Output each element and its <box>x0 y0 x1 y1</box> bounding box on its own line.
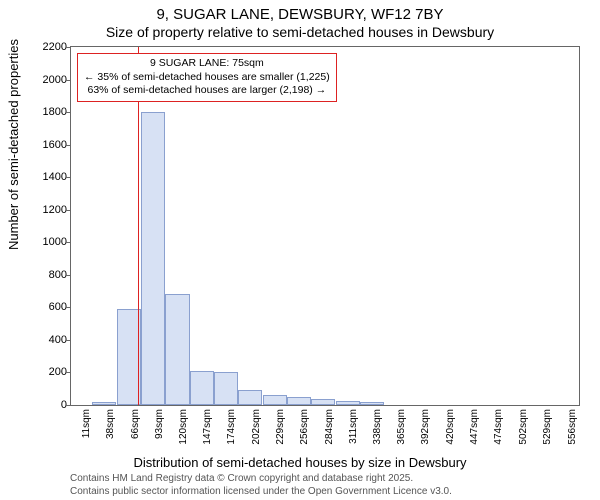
histogram-bar <box>238 390 262 405</box>
histogram-bar <box>311 399 335 406</box>
x-tick-label: 311sqm <box>348 409 359 444</box>
histogram-bar <box>214 372 238 405</box>
y-tick-mark <box>66 242 71 243</box>
y-tick-label: 2000 <box>43 74 67 86</box>
x-tick-label: 474sqm <box>493 409 504 445</box>
histogram-bar <box>165 294 189 405</box>
attribution-line-2: Contains public sector information licen… <box>70 486 452 499</box>
histogram-bar <box>360 402 384 405</box>
histogram-bar <box>263 395 287 405</box>
y-tick-mark <box>66 145 71 146</box>
annotation-line-1: 9 SUGAR LANE: 75sqm <box>84 57 330 71</box>
x-tick-label: 11sqm <box>81 409 92 438</box>
y-tick-mark <box>66 80 71 81</box>
y-tick-mark <box>66 405 71 406</box>
x-tick-label: 66sqm <box>130 409 141 439</box>
y-tick-label: 200 <box>49 366 67 378</box>
y-axis-label: Number of semi-detached properties <box>6 39 21 250</box>
x-tick-label: 147sqm <box>202 409 213 445</box>
x-tick-label: 392sqm <box>420 409 431 445</box>
x-tick-label: 174sqm <box>226 409 237 445</box>
annotation-box: 9 SUGAR LANE: 75sqm ← 35% of semi-detach… <box>77 53 337 102</box>
x-tick-label: 556sqm <box>567 409 578 445</box>
annotation-line-3: 63% of semi-detached houses are larger (… <box>84 84 330 98</box>
annotation-line-2: ← 35% of semi-detached houses are smalle… <box>84 71 330 85</box>
histogram-bar <box>336 401 360 405</box>
histogram-bar <box>92 402 116 405</box>
x-tick-label: 502sqm <box>518 409 529 445</box>
x-tick-label: 229sqm <box>275 409 286 445</box>
x-tick-label: 447sqm <box>469 409 480 445</box>
y-tick-label: 800 <box>49 269 67 281</box>
x-tick-label: 93sqm <box>154 409 165 439</box>
x-tick-label: 284sqm <box>324 409 335 445</box>
title-line-2: Size of property relative to semi-detach… <box>0 24 600 40</box>
y-tick-mark <box>66 47 71 48</box>
y-tick-label: 1200 <box>43 204 67 216</box>
histogram-plot: 0200400600800100012001400160018002000220… <box>70 46 580 406</box>
y-tick-label: 1000 <box>43 236 67 248</box>
x-tick-label: 338sqm <box>372 409 383 445</box>
y-tick-mark <box>66 112 71 113</box>
title-line-1: 9, SUGAR LANE, DEWSBURY, WF12 7BY <box>0 6 600 23</box>
x-tick-label: 202sqm <box>251 409 262 445</box>
y-tick-label: 2200 <box>43 41 67 53</box>
x-tick-label: 529sqm <box>542 409 553 445</box>
attribution-line-1: Contains HM Land Registry data © Crown c… <box>70 473 452 486</box>
y-tick-label: 1800 <box>43 106 67 118</box>
y-tick-label: 600 <box>49 301 67 313</box>
y-tick-mark <box>66 307 71 308</box>
histogram-bar <box>141 112 165 405</box>
attribution: Contains HM Land Registry data © Crown c… <box>70 473 452 498</box>
y-tick-mark <box>66 177 71 178</box>
histogram-bar <box>190 371 214 405</box>
x-tick-label: 365sqm <box>396 409 407 445</box>
x-axis-label: Distribution of semi-detached houses by … <box>0 455 600 470</box>
y-tick-mark <box>66 275 71 276</box>
y-tick-mark <box>66 210 71 211</box>
y-tick-label: 1400 <box>43 171 67 183</box>
y-tick-label: 1600 <box>43 139 67 151</box>
x-tick-label: 420sqm <box>445 409 456 445</box>
x-tick-label: 256sqm <box>299 409 310 445</box>
y-tick-mark <box>66 340 71 341</box>
y-tick-mark <box>66 372 71 373</box>
histogram-bar <box>287 397 311 405</box>
x-tick-label: 38sqm <box>105 409 116 439</box>
x-tick-label: 120sqm <box>178 409 189 445</box>
y-tick-label: 400 <box>49 334 67 346</box>
